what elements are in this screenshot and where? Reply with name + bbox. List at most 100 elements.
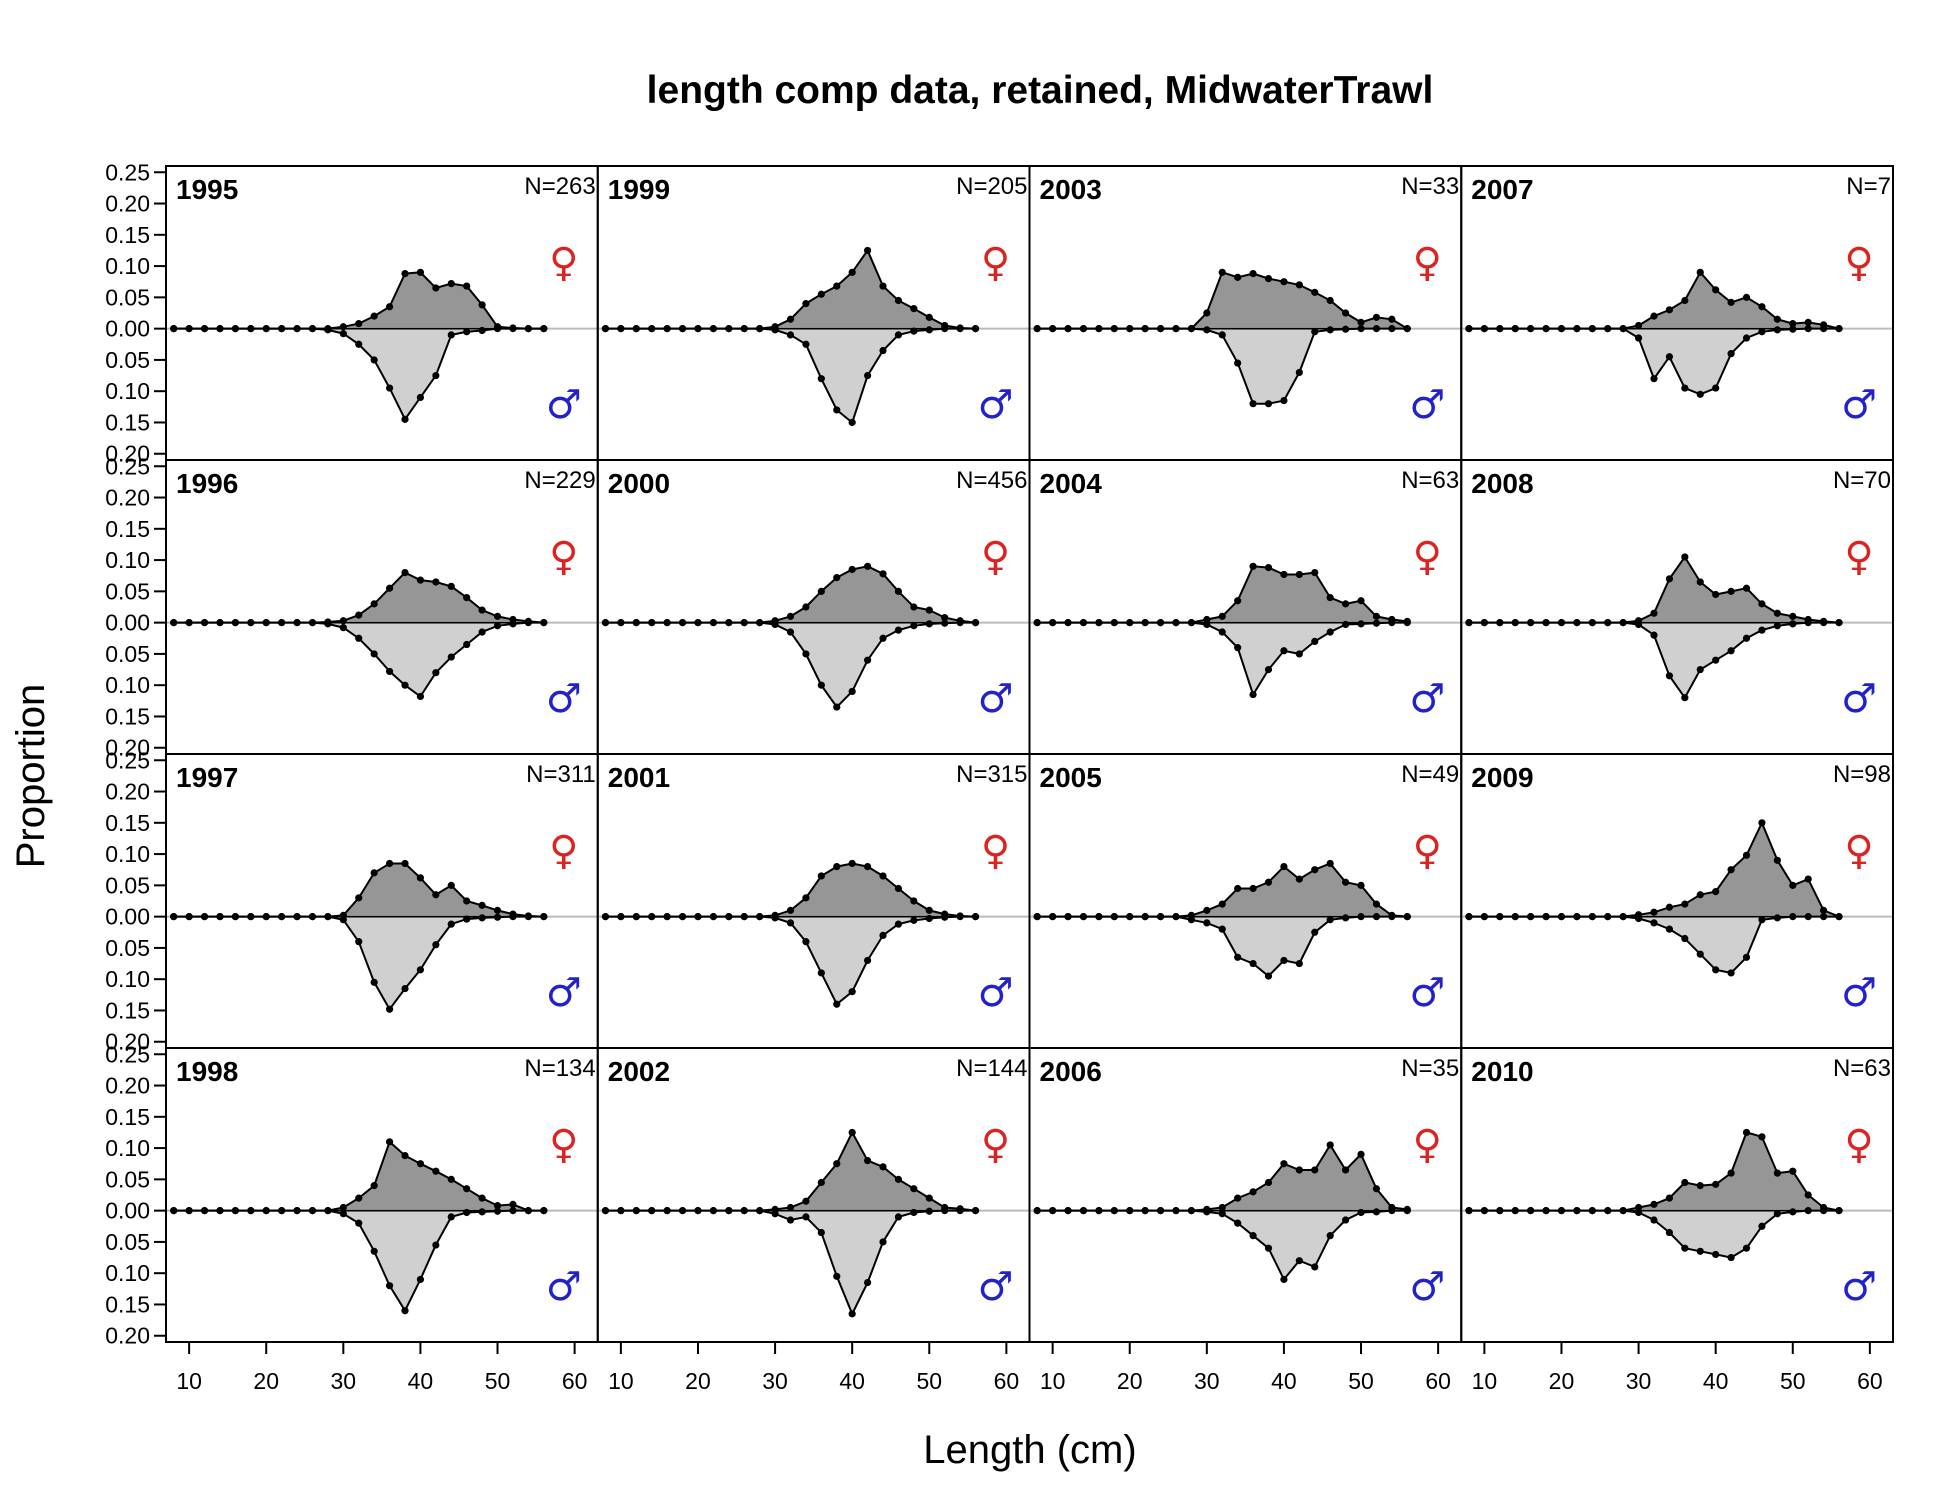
x-tick-label: 40	[839, 1368, 865, 1394]
female-point	[1773, 315, 1781, 323]
panel-2006: 2006 N=35 ♀ ♂	[1028, 1047, 1463, 1343]
y-tick-label: 0.10	[105, 547, 150, 573]
y-tick-label: 0.15	[105, 1104, 150, 1130]
y-tick-label: 0.20	[105, 441, 150, 467]
male-point	[1388, 619, 1396, 627]
y-tick-label: 0.10	[105, 966, 150, 992]
female-point	[1712, 590, 1720, 599]
male-point	[1480, 913, 1488, 921]
male-point	[601, 325, 610, 333]
female-point	[1326, 594, 1334, 602]
male-point	[1357, 1208, 1365, 1217]
male-point	[863, 371, 872, 380]
female-point	[1372, 900, 1381, 908]
male-point	[1773, 1210, 1781, 1218]
male-point	[216, 913, 224, 921]
female-point	[817, 1178, 825, 1187]
x-tick-label: 50	[916, 1368, 942, 1394]
male-point	[540, 619, 548, 627]
panel-n-label: N=7	[1846, 173, 1891, 200]
female-area	[173, 1141, 544, 1211]
female-symbol: ♀	[1844, 828, 1873, 874]
female-point	[370, 312, 378, 320]
male-point	[802, 938, 810, 946]
male-point	[185, 913, 193, 921]
male-point	[1465, 1207, 1473, 1215]
male-point	[1634, 1208, 1643, 1217]
male-point	[725, 1207, 733, 1215]
male-point	[1496, 619, 1504, 627]
male-point	[601, 1207, 610, 1215]
male-point	[216, 1207, 224, 1215]
female-area	[1469, 557, 1839, 623]
female-point	[1372, 313, 1381, 321]
male-point	[1712, 1250, 1720, 1259]
panel-year-label: 2003	[1040, 174, 1102, 205]
male-point	[1465, 619, 1473, 627]
male-point	[1095, 1207, 1103, 1215]
female-point	[1742, 584, 1751, 592]
male-point	[1311, 928, 1319, 936]
male-point	[709, 1207, 717, 1215]
male-point	[1665, 672, 1674, 680]
female-point	[1681, 1178, 1689, 1187]
male-point	[1203, 620, 1211, 629]
panel-2005: 2005 N=49 ♀ ♂	[1028, 753, 1463, 1049]
male-symbol: ♂	[546, 382, 582, 428]
male-point	[1295, 650, 1303, 658]
male-point	[1218, 331, 1226, 339]
male-point	[1295, 368, 1303, 377]
male-line	[605, 1209, 976, 1317]
male-point	[740, 913, 748, 921]
male-point	[1496, 913, 1504, 921]
male-point	[1218, 925, 1226, 933]
panel-year-label: 2002	[608, 1056, 670, 1087]
y-tick-label: 0.15	[105, 409, 150, 435]
male-point	[1049, 619, 1057, 627]
male-point	[540, 913, 548, 921]
male-point	[1372, 1208, 1381, 1216]
male-point	[200, 913, 209, 921]
female-point	[910, 603, 918, 611]
female-point	[1342, 600, 1350, 608]
y-tick-label: 0.00	[105, 610, 150, 636]
male-point	[1820, 913, 1828, 921]
male-symbol: ♂	[978, 1264, 1014, 1310]
female-point	[432, 284, 440, 292]
male-point	[385, 1282, 394, 1290]
panel-year-label: 2005	[1040, 762, 1102, 793]
male-point	[941, 1207, 949, 1215]
male-point	[1079, 619, 1088, 627]
panel-grid: 1995 N=263 ♀ ♂ 1996 N=229 ♀ ♂ 1997 N=311 ♀ ♂ 1998 N=1…	[165, 165, 1894, 1343]
panel-n-label: N=229	[524, 467, 595, 494]
male-point	[848, 687, 856, 696]
female-point	[416, 1160, 425, 1168]
male-point	[802, 650, 810, 658]
panel-year-label: 1995	[176, 174, 238, 205]
female-point	[802, 894, 810, 902]
panel-n-label: N=263	[524, 173, 595, 200]
female-area	[605, 1132, 976, 1211]
female-point	[1789, 612, 1797, 620]
female-symbol: ♀	[981, 828, 1010, 874]
female-point	[833, 282, 841, 290]
male-point	[879, 634, 887, 642]
female-point	[786, 906, 795, 914]
female-point	[401, 859, 409, 868]
male-point	[1110, 913, 1118, 921]
female-point	[802, 603, 810, 611]
male-point	[447, 331, 455, 339]
male-point	[863, 656, 872, 664]
male-point	[833, 1000, 841, 1008]
panel-1996: 1996 N=229 ♀ ♂	[165, 459, 599, 755]
female-point	[1758, 600, 1766, 608]
male-point	[1835, 913, 1843, 921]
female-point	[863, 1156, 872, 1165]
male-point	[1388, 1207, 1396, 1215]
panel-n-label: N=144	[956, 1055, 1027, 1082]
male-point	[493, 622, 502, 630]
y-tick-label: 0.25	[105, 747, 150, 773]
male-point	[324, 913, 332, 921]
male-point	[1511, 619, 1519, 627]
male-point	[170, 325, 178, 333]
